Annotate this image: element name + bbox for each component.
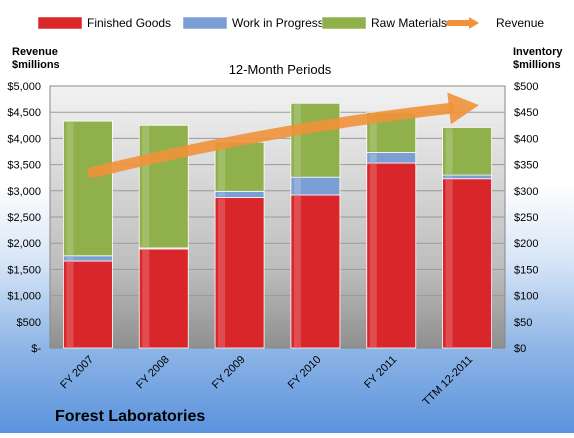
bar-raw-materials	[138, 124, 189, 249]
bar-highlight	[218, 198, 226, 347]
company-name: Forest Laboratories	[55, 408, 205, 425]
bar-finished-goods	[442, 178, 492, 349]
bar-highlight	[218, 192, 226, 197]
bar-raw-materials	[290, 102, 341, 178]
y-left-tick-label: $3,000	[7, 186, 41, 198]
bar-highlight	[369, 113, 377, 152]
legend-swatch	[182, 16, 228, 30]
y-left-tick-label: $4,000	[7, 133, 41, 145]
bar-highlight	[445, 128, 453, 175]
legend-label: Raw Materials	[371, 16, 447, 30]
bar-finished-goods	[214, 197, 265, 349]
x-tick-label: FY 2011	[362, 354, 399, 391]
y-left-tick-label: $1,000	[7, 291, 41, 303]
x-tick-label: FY 2009	[210, 354, 248, 392]
bar-finished-goods	[366, 162, 417, 349]
x-tick-label: FY 2010	[286, 354, 324, 392]
y-right-tick-label: $0	[514, 343, 526, 355]
y-right-tick-label: $500	[514, 81, 538, 93]
bar-highlight	[66, 122, 74, 255]
legend-label: Finished Goods	[87, 16, 171, 30]
y-right-tick-label: $200	[514, 238, 538, 250]
y-left-tick-label: $5,000	[7, 81, 41, 93]
y-right-tick-label: $450	[514, 107, 538, 119]
bar-highlight	[66, 262, 74, 347]
bar-highlight	[142, 126, 150, 247]
bar-highlight	[293, 178, 301, 194]
y-right-tick-label: $50	[514, 317, 532, 329]
y-left-tick-label: $500	[17, 317, 41, 329]
y-right-tick-label: $350	[514, 160, 538, 172]
revenue-trend-line	[87, 102, 455, 178]
legend-label: Revenue	[496, 16, 544, 30]
y-right-title-line2: $millions	[513, 59, 561, 71]
bar-highlight	[218, 143, 226, 191]
y-left-tick-label: $3,500	[7, 160, 41, 172]
y-left-title-line2: $millions	[12, 59, 60, 71]
y-right-tick-label: $150	[514, 264, 538, 276]
bar-raw-materials	[214, 141, 265, 192]
bar-finished-goods	[290, 194, 341, 349]
y-left-title-line1: Revenue	[12, 46, 58, 58]
bar-finished-goods	[138, 248, 189, 349]
bar-highlight	[369, 164, 377, 347]
bar-finished-goods	[63, 260, 113, 349]
revenue-trend-arrowhead	[447, 92, 479, 125]
bar-raw-materials	[442, 126, 492, 176]
bar-highlight	[369, 153, 377, 163]
legend-swatch	[37, 16, 83, 30]
x-tick-label: TTM 12-2011	[421, 354, 476, 409]
x-tick-label: FY 2007	[58, 354, 96, 392]
y-right-title-line1: Inventory	[513, 46, 563, 58]
y-right-tick-label: $250	[514, 212, 538, 224]
legend-swatch-arrowhead	[469, 17, 479, 29]
legend: Finished Goods Work in Progress Raw Materi…	[37, 16, 544, 30]
y-right-tick-label: $100	[514, 291, 538, 303]
y-left-tick-label: $1,500	[7, 264, 41, 276]
bar-highlight	[293, 195, 301, 347]
y-left-tick-label: $-	[31, 343, 41, 355]
bar-highlight	[445, 176, 453, 178]
y-left-tick-label: $2,000	[7, 238, 41, 250]
bar-highlight	[142, 249, 150, 347]
bars	[63, 102, 492, 349]
y-left-tick-label: $4,500	[7, 107, 41, 119]
legend-swatch	[321, 16, 367, 30]
x-tick-label: FY 2008	[134, 354, 172, 392]
bar-raw-materials	[63, 120, 113, 257]
revenue-trend	[87, 92, 479, 178]
chart-subtitle: 12-Month Periods	[229, 62, 332, 77]
y-right-tick-label: $300	[514, 186, 538, 198]
y-left-tick-label: $2,500	[7, 212, 41, 224]
bar-highlight	[66, 256, 74, 261]
bar-highlight	[445, 179, 453, 347]
legend-label: Work in Progress	[232, 16, 324, 30]
y-right-tick-label: $400	[514, 133, 538, 145]
bar-highlight	[293, 104, 301, 177]
